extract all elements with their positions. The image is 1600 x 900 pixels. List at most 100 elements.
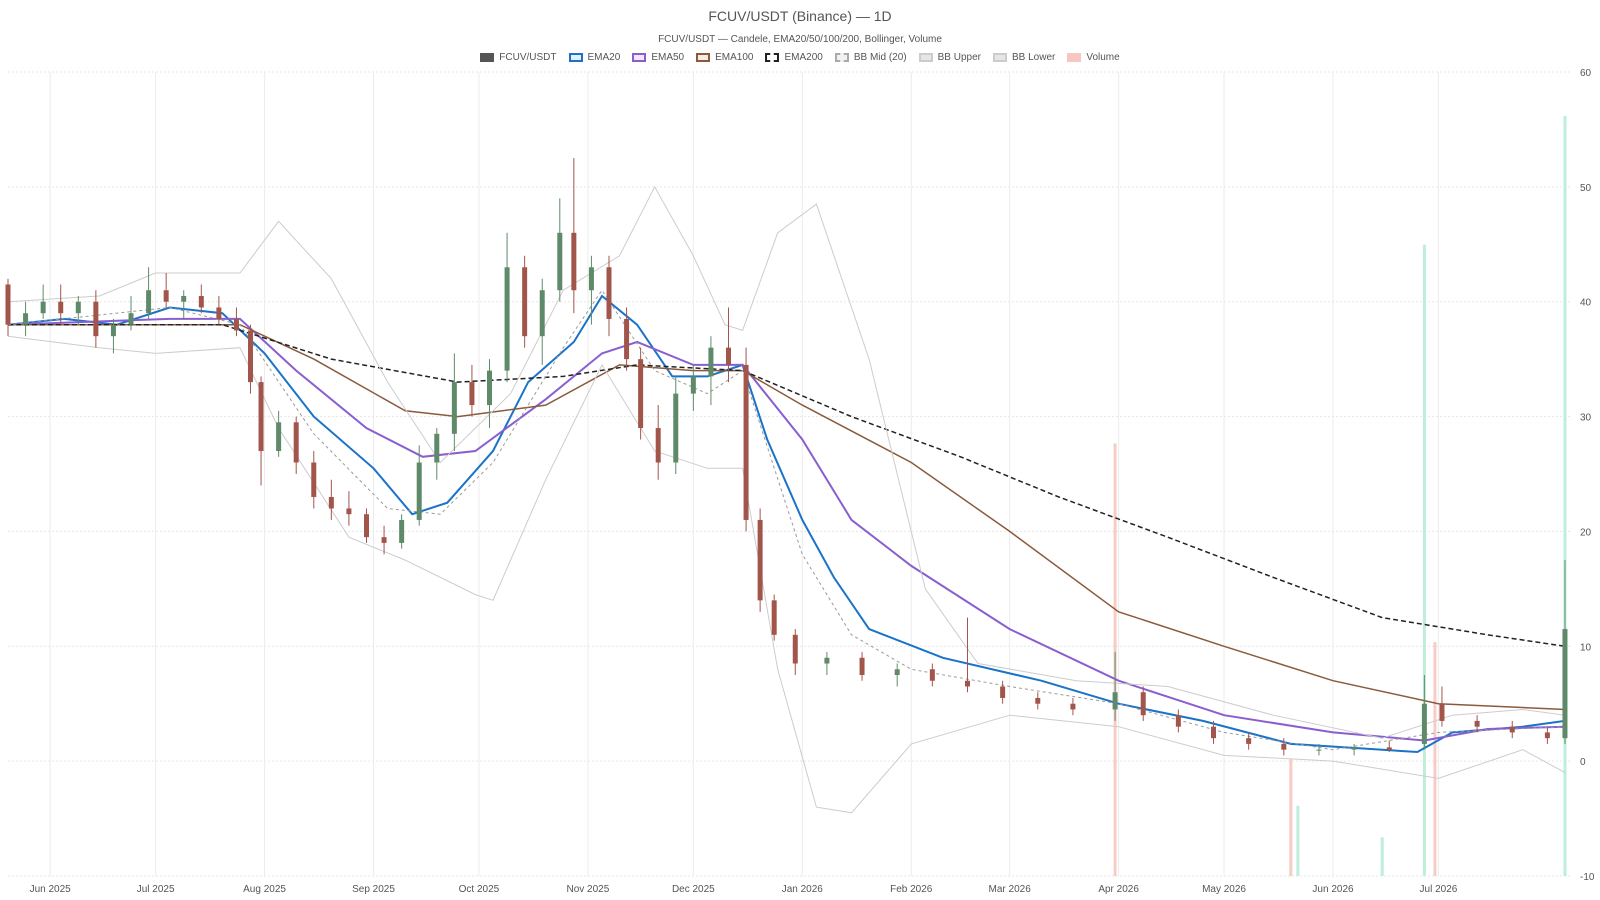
candle-body: [708, 347, 714, 377]
legend-item[interactable]: BB Upper: [918, 52, 981, 63]
candle-body: [725, 347, 731, 365]
x-tick-label: Jul 2025: [137, 884, 175, 895]
candle-body: [539, 290, 545, 337]
legend-item[interactable]: BB Lower: [992, 52, 1055, 63]
candle-body: [894, 669, 900, 675]
candle-body: [1175, 715, 1181, 727]
candle-body: [58, 301, 64, 314]
x-tick-label: Jan 2026: [782, 884, 824, 895]
legend-item[interactable]: EMA200: [765, 52, 823, 63]
candle-body: [588, 267, 594, 291]
candle-body: [1211, 726, 1217, 739]
x-tick-label: May 2026: [1202, 884, 1246, 895]
candle-body: [293, 422, 299, 463]
candle-body: [128, 313, 134, 325]
candle-body: [522, 267, 528, 337]
y-tick-label: 0: [1580, 757, 1586, 768]
y-tick-label: 60: [1580, 68, 1592, 79]
candle-body: [487, 370, 493, 406]
legend-label: Volume: [1086, 52, 1120, 63]
x-tick-label: Feb 2026: [890, 884, 933, 895]
candle-body: [1562, 629, 1568, 739]
candle-body: [216, 307, 222, 319]
candle-body: [328, 496, 334, 509]
y-tick-label: 30: [1580, 413, 1592, 424]
candle-body: [40, 301, 46, 314]
y-tick-label: 10: [1580, 642, 1592, 653]
candle-body: [399, 519, 405, 543]
legend-swatch: [1067, 53, 1082, 62]
candle-body: [110, 324, 116, 337]
series-line-bb-lower: [7, 335, 1566, 814]
volume-bar: [1296, 805, 1300, 876]
candle-body: [929, 669, 935, 681]
candle-body: [824, 657, 830, 664]
legend-label: EMA20: [587, 52, 621, 63]
candle-body: [233, 318, 239, 331]
legend-swatch: [568, 53, 583, 62]
x-tick-label: Aug 2025: [243, 884, 286, 895]
x-tick-label: Jun 2026: [1312, 884, 1354, 895]
series-line-ema50: [7, 317, 1566, 742]
volume-bar: [1289, 759, 1293, 876]
candle-body: [504, 267, 510, 371]
candle-body: [859, 657, 865, 675]
legend-label: EMA100: [715, 52, 754, 63]
y-tick-label: 20: [1580, 527, 1592, 538]
candle-body: [276, 422, 282, 452]
y-tick-label: -10: [1580, 872, 1595, 883]
candle-body: [964, 680, 970, 687]
candle-body: [1386, 747, 1392, 750]
candle-body: [469, 382, 475, 406]
y-tick-label: 40: [1580, 298, 1592, 309]
candle-body: [624, 318, 630, 360]
legend-item[interactable]: FCUV/USDT: [480, 52, 557, 63]
candle-body: [792, 634, 798, 664]
candle-body: [1281, 743, 1287, 750]
candle-body: [1035, 697, 1041, 704]
x-tick-label: Oct 2025: [459, 884, 500, 895]
candle-body: [451, 382, 457, 434]
chart-subtitle: FCUV/USDT — Candele, EMA20/50/100/200, B…: [658, 34, 942, 45]
x-tick-label: Jun 2025: [30, 884, 72, 895]
candle-body: [381, 537, 387, 543]
candle-body: [557, 232, 563, 291]
candle-body: [743, 364, 749, 520]
legend-item[interactable]: EMA20: [568, 52, 621, 63]
candle-body: [416, 462, 422, 520]
candle-body: [311, 462, 317, 497]
legend-label: EMA50: [651, 52, 685, 63]
candle-body: [638, 359, 644, 429]
legend-swatch: [765, 53, 780, 62]
legend-swatch: [480, 53, 495, 62]
legend-item[interactable]: EMA100: [696, 52, 753, 63]
legend-item[interactable]: Volume: [1067, 52, 1120, 63]
legend-swatch: [918, 53, 933, 62]
candle-body: [655, 428, 661, 463]
candle-body: [606, 267, 612, 319]
series-line-ema100: [8, 323, 1566, 711]
volume-bar: [1433, 642, 1437, 876]
legend-item[interactable]: BB Mid (20): [834, 52, 907, 63]
candle-body: [434, 433, 440, 463]
candle-body: [1509, 726, 1515, 733]
candle-body: [673, 393, 679, 463]
candle-body: [1421, 703, 1427, 744]
volume-bar: [1422, 244, 1426, 877]
legend-swatch: [696, 53, 711, 62]
legend-swatch: [992, 53, 1007, 62]
legend-swatch: [834, 53, 849, 62]
series-line-ema200: [8, 323, 1566, 648]
legend-item[interactable]: EMA50: [632, 52, 684, 63]
candle-body: [75, 301, 81, 314]
chart-title: FCUV/USDT (Binance) — 1D: [708, 8, 892, 24]
series-line-ema20: [7, 294, 1566, 754]
candle-body: [198, 295, 204, 308]
candle-body: [1070, 703, 1076, 710]
candle-body: [146, 290, 152, 314]
candle-body: [771, 600, 777, 635]
x-tick-label: Apr 2026: [1098, 884, 1139, 895]
candle-body: [1140, 692, 1146, 716]
